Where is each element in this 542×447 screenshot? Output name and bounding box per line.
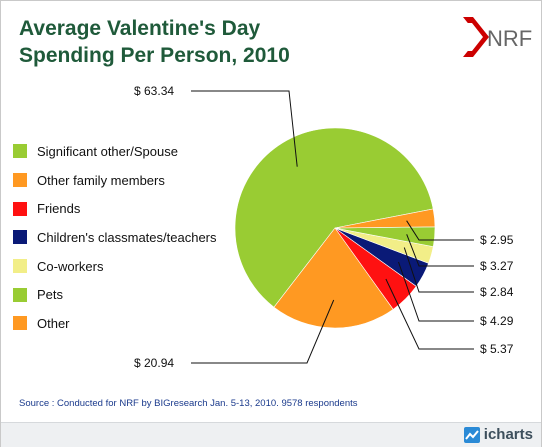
chart-title: Average Valentine's Day Spending Per Per… <box>19 15 290 69</box>
legend-item[interactable]: Other family members <box>13 166 217 195</box>
legend-swatch <box>13 144 27 159</box>
legend-swatch <box>13 287 27 302</box>
legend-swatch <box>13 201 27 216</box>
legend-item[interactable]: Significant other/Spouse <box>13 137 217 166</box>
nrf-logo: NRF <box>463 17 532 57</box>
pie-chart: $ 63.34 $ 20.94 $ 5.37 $ 4.29 $ 2.84 $ 3.27 $ … <box>134 84 514 370</box>
pie-slice[interactable] <box>234 127 434 308</box>
footer-bar: icharts <box>1 422 541 447</box>
pie-slice[interactable] <box>334 208 436 229</box>
legend-label: Friends <box>37 201 81 217</box>
icharts-icon <box>463 426 480 443</box>
slice-value-label: $ 2.95 <box>480 233 514 247</box>
legend-swatch <box>13 259 27 274</box>
leader-line <box>403 247 474 293</box>
legend-swatch <box>13 316 27 331</box>
chart-title-line-1: Average Valentine's Day <box>19 17 261 40</box>
icharts-label: icharts <box>483 426 533 443</box>
legend-label: Other family members <box>37 172 165 188</box>
slice-value-label: $ 4.29 <box>480 314 514 328</box>
leader-line <box>406 220 474 241</box>
slice-value-label: $ 5.37 <box>480 342 514 356</box>
legend-item[interactable]: Pets <box>13 280 217 309</box>
legend-label: Co-workers <box>37 258 104 274</box>
legend-label: Significant other/Spouse <box>37 143 178 159</box>
leader-line <box>398 261 474 322</box>
slice-value-label: $ 20.94 <box>134 356 174 370</box>
icharts-brand[interactable]: icharts <box>463 426 533 443</box>
slice-value-label: $ 3.27 <box>480 259 514 273</box>
slice-value-label: $ 2.84 <box>480 285 514 299</box>
leader-line <box>385 278 474 350</box>
legend-item[interactable]: Co-workers <box>13 252 217 281</box>
leader-line <box>191 90 298 167</box>
legend-swatch <box>13 173 27 188</box>
leader-line <box>406 234 474 267</box>
nrf-logo-text: NRF <box>487 26 532 51</box>
legend-item[interactable]: Other <box>13 309 217 338</box>
source-note: Source : Conducted for NRF by BIGresearc… <box>19 398 358 409</box>
leader-line <box>191 299 335 364</box>
pie-slice[interactable] <box>273 227 394 329</box>
chart-legend: Significant other/Spouse Other family mem… <box>13 137 217 338</box>
slice-value-label: $ 63.34 <box>134 84 174 98</box>
legend-swatch <box>13 230 27 245</box>
legend-label: Pets <box>37 287 64 303</box>
legend-label: Children's classmates/teachers <box>37 229 217 245</box>
chart-title-line-2: Spending Per Person, 2010 <box>19 44 290 67</box>
legend-label: Other <box>37 315 70 331</box>
legend-item[interactable]: Friends <box>13 194 217 223</box>
legend-item[interactable]: Children's classmates/teachers <box>13 223 217 252</box>
